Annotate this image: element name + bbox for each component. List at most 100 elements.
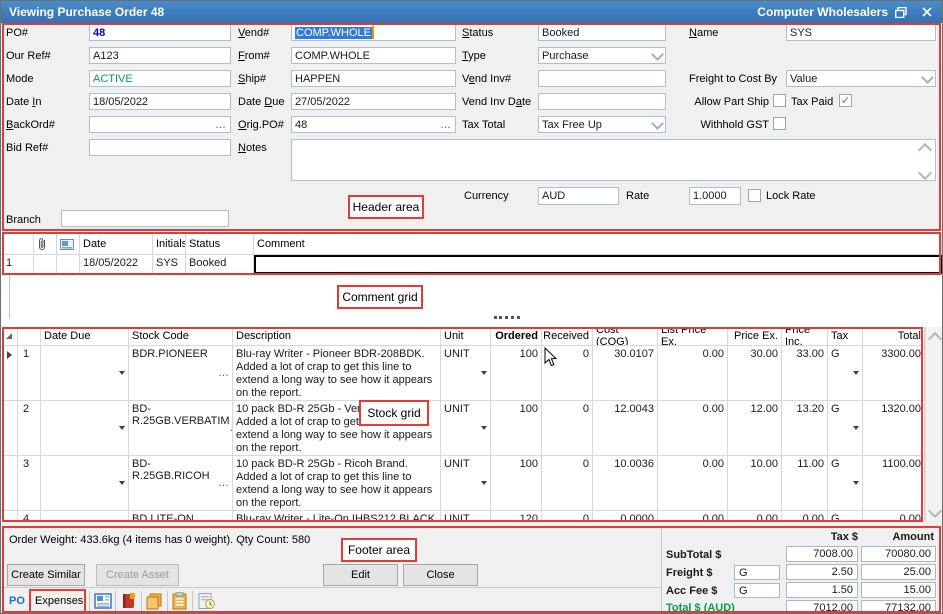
stock-grid-cell-cost[interactable]: 0.0000 (593, 511, 658, 522)
tab-po[interactable]: PO (9, 595, 25, 609)
tax-total-dropdown[interactable]: Tax Free Up (538, 116, 666, 133)
stock-grid-cell-total[interactable]: 1100.00 (863, 456, 925, 511)
stock-grid-cell-ordered[interactable]: 120 (491, 511, 542, 522)
comment-grid-cell-date[interactable]: 18/05/2022 (80, 255, 153, 274)
tab-expenses[interactable]: Expenses (35, 595, 83, 609)
close-button-footer[interactable]: Close (403, 564, 478, 586)
comment-grid-cell-status[interactable]: Booked (186, 255, 254, 274)
stock-grid-cell-cost[interactable]: 10.0036 (593, 456, 658, 511)
stock-grid-cell-num[interactable]: 4 (18, 511, 41, 522)
stock-grid-cell-price_inc[interactable]: 33.00 (782, 346, 828, 401)
vend-inv-field[interactable] (538, 70, 666, 87)
date-in-field[interactable]: 18/05/2022 (89, 93, 231, 110)
stock-grid-cell-price_inc[interactable]: 13.20 (782, 401, 828, 456)
stock-grid-cell-unit[interactable]: UNIT (441, 346, 491, 401)
stock-grid-cell-cost[interactable]: 30.0107 (593, 346, 658, 401)
stock-grid-cell-unit[interactable]: UNIT (441, 456, 491, 511)
freight-cost-by-dropdown[interactable]: Value (786, 70, 936, 87)
date-due-field[interactable]: 27/05/2022 (291, 93, 456, 110)
po-field[interactable]: 48 (89, 24, 231, 41)
type-dropdown[interactable]: Purchase (538, 47, 666, 64)
stock-grid-scrollbar[interactable] (925, 328, 942, 521)
contacts-book-icon[interactable] (120, 592, 138, 613)
stock-grid-cell-date_due[interactable] (41, 511, 129, 522)
clipboard-icon[interactable] (171, 592, 188, 613)
stock-grid-cell-ordered[interactable]: 100 (491, 456, 542, 511)
from-field[interactable]: COMP.WHOLE (291, 47, 456, 64)
stock-grid-cell-price_ex[interactable]: 0.00 (728, 511, 782, 522)
acc-fee-tax-code[interactable]: G (734, 583, 780, 598)
stock-grid-cell-tax[interactable]: G (828, 456, 863, 511)
branch-field[interactable] (61, 210, 229, 227)
copy-documents-icon[interactable] (145, 592, 164, 613)
history-icon[interactable] (197, 592, 216, 613)
stock-grid-cell-description[interactable]: 10 pack BD-R 25Gb - Ricoh Brand. Added a… (233, 456, 441, 511)
stock-grid-cell-ordered[interactable]: 100 (491, 401, 542, 456)
tax-paid-checkbox[interactable]: ✓ (839, 94, 852, 107)
stock-grid-cell-ordered[interactable]: 100 (491, 346, 542, 401)
stock-grid-cell-date_due[interactable] (41, 401, 129, 456)
bid-ref-field[interactable] (89, 139, 231, 156)
stock-grid-cell-received[interactable]: 0 (542, 401, 593, 456)
stock-grid-cell-list_price[interactable]: 0.00 (658, 511, 728, 522)
backord-ellipsis-icon[interactable]: … (215, 119, 227, 131)
stock-grid-cell-list_price[interactable]: 0.00 (658, 456, 728, 511)
report-icon[interactable] (94, 592, 112, 613)
create-similar-button[interactable]: Create Similar (7, 564, 85, 586)
stock-grid-cell-description[interactable]: Blu-ray Writer - Lite-On IHBS212 BLACK (233, 511, 441, 522)
vend-field[interactable]: COMP.WHOLE (291, 24, 456, 41)
stock-grid-cell-stock_code[interactable]: BD-R.25GB.VERBATIM… (129, 401, 233, 456)
stock-grid-cell-price_ex[interactable]: 30.00 (728, 346, 782, 401)
stock-grid-cell-list_price[interactable]: 0.00 (658, 346, 728, 401)
comment-grid-cell-initials[interactable]: SYS (153, 255, 186, 274)
stock-grid-cell-list_price[interactable]: 0.00 (658, 401, 728, 456)
allow-part-ship-checkbox[interactable] (773, 94, 786, 107)
lock-rate-checkbox[interactable] (748, 189, 761, 202)
ship-field[interactable]: HAPPEN (291, 70, 456, 87)
orig-po-ellipsis-icon[interactable]: … (440, 119, 452, 131)
backord-field[interactable]: … (89, 116, 231, 133)
stock-grid-cell-price_ex[interactable]: 10.00 (728, 456, 782, 511)
our-ref-field[interactable]: A123 (89, 47, 231, 64)
stock-grid-cell-tax[interactable]: G (828, 511, 863, 522)
stock-grid-cell-stock_code[interactable]: BD-R.25GB.RICOH… (129, 456, 233, 511)
stock-grid-cell-tax[interactable]: G (828, 401, 863, 456)
stock-grid-cell-num[interactable]: 3 (18, 456, 41, 511)
stock-grid-cell-received[interactable]: 0 (542, 456, 593, 511)
stock-grid-cell-received[interactable]: 0 (542, 511, 593, 522)
stock-grid-cell-num[interactable]: 1 (18, 346, 41, 401)
notes-field[interactable] (291, 139, 936, 181)
stock-grid-cell-date_due[interactable] (41, 456, 129, 511)
stock-grid-cell-price_inc[interactable]: 0.00 (782, 511, 828, 522)
comment-grid-cell-num[interactable]: 1 (1, 255, 34, 274)
stock-grid-cell-price_ex[interactable]: 12.00 (728, 401, 782, 456)
freight-tax-code[interactable]: G (734, 565, 780, 580)
stock-grid-cell-unit[interactable]: UNIT (441, 511, 491, 522)
stock-grid-cell-total[interactable]: 0.00 (863, 511, 925, 522)
close-button[interactable] (914, 1, 940, 23)
comment-grid-cell-note[interactable] (57, 255, 80, 274)
stock-grid-cell-unit[interactable]: UNIT (441, 401, 491, 456)
currency-field[interactable]: AUD (538, 187, 619, 205)
stock-grid-cell-stock_code[interactable]: BD.LITE-ON… (129, 511, 233, 522)
stock-grid-cell-total[interactable]: 1320.00 (863, 401, 925, 456)
stock-grid-cell-price_inc[interactable]: 11.00 (782, 456, 828, 511)
scroll-down-icon[interactable] (928, 504, 942, 518)
splitter-handle[interactable] (494, 316, 520, 319)
stock-grid-cell-description[interactable]: Blu-ray Writer - Pioneer BDR-208BDK. Add… (233, 346, 441, 401)
orig-po-field[interactable]: 48 … (291, 116, 456, 133)
comment-grid-focused-cell[interactable] (254, 255, 942, 274)
stock-grid-cell-stock_code[interactable]: BDR.PIONEER… (129, 346, 233, 401)
stock-grid-cell-tax[interactable]: G (828, 346, 863, 401)
stock-grid-cell-total[interactable]: 3300.00 (863, 346, 925, 401)
stock-grid-cell-cost[interactable]: 12.0043 (593, 401, 658, 456)
stock-grid-cell-date_due[interactable] (41, 346, 129, 401)
vend-inv-date-field[interactable] (538, 93, 666, 110)
mode-field[interactable]: ACTIVE (89, 70, 231, 87)
edit-button[interactable]: Edit (323, 564, 398, 586)
scroll-up-icon[interactable] (928, 332, 942, 346)
name-field[interactable]: SYS (786, 24, 936, 41)
comment-grid-cell-clip[interactable] (34, 255, 57, 274)
stock-grid-cell-num[interactable]: 2 (18, 401, 41, 456)
rate-field[interactable]: 1.0000 (689, 187, 741, 205)
